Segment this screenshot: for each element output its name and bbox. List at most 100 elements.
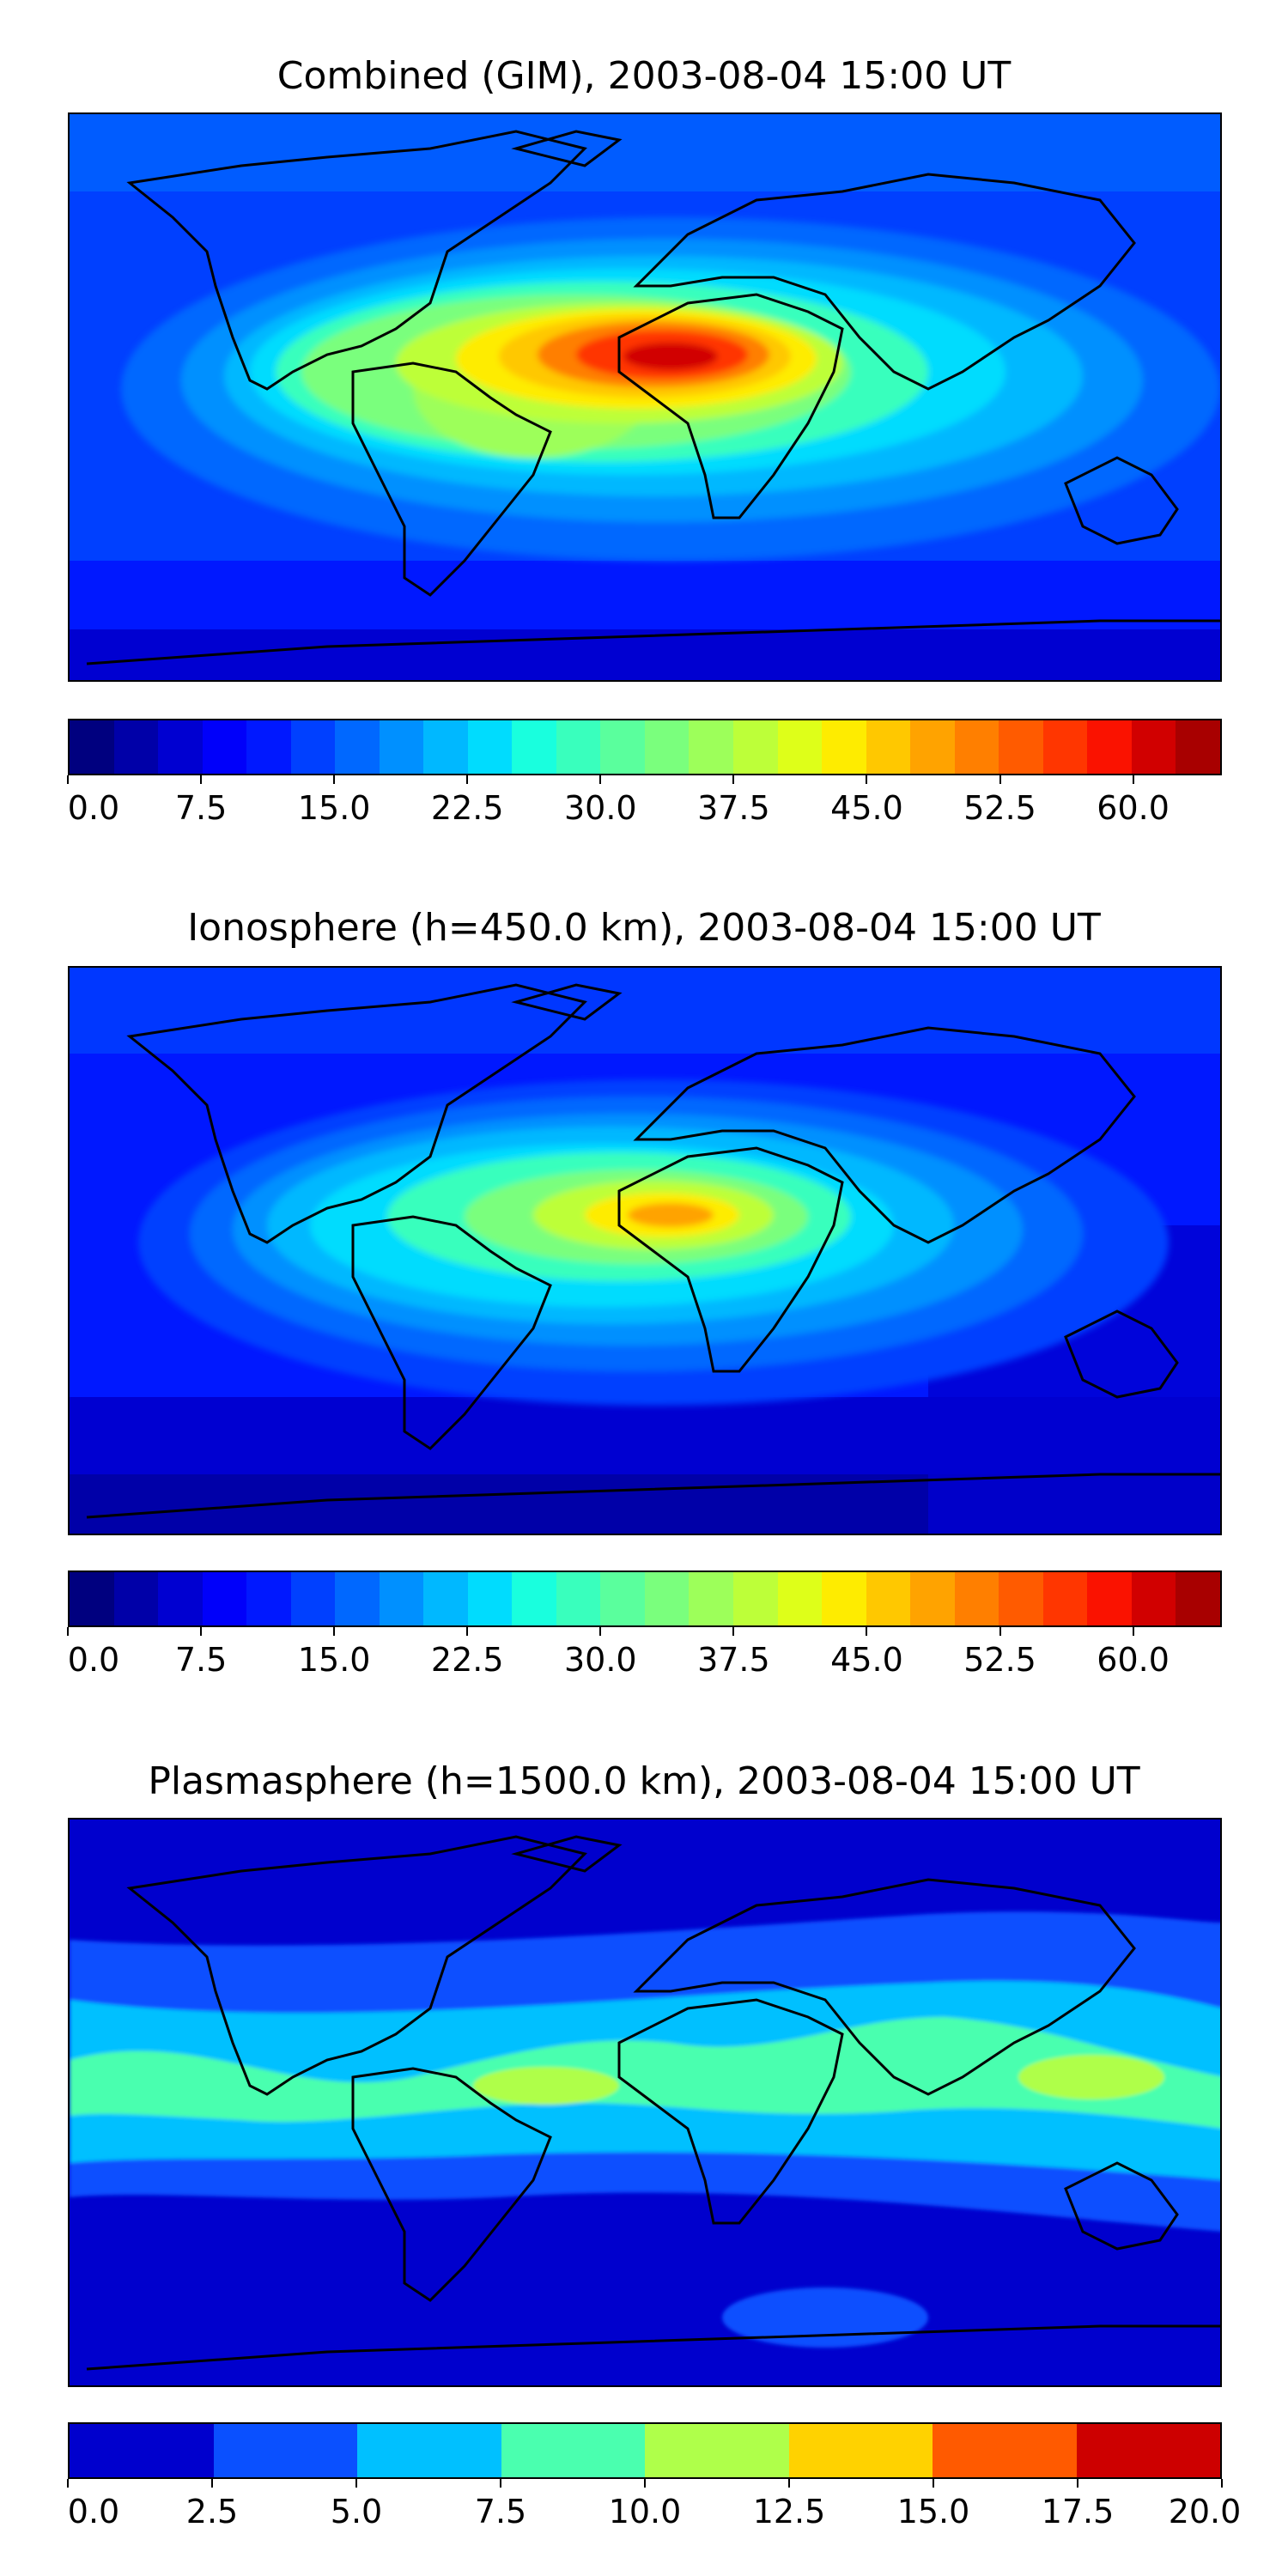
colorbar-tick-label: 30.0: [563, 789, 637, 827]
colorbar-swatch: [113, 1572, 159, 1625]
colorbar-swatch: [910, 720, 955, 774]
colorbar-tick-label: 17.5: [1041, 2493, 1115, 2530]
colorbar-swatch: [866, 720, 911, 774]
colorbar-tick-label: 5.0: [330, 2493, 383, 2530]
colorbar-tick: [866, 1627, 868, 1636]
colorbar-swatch: [556, 720, 601, 774]
map-plasmasphere: [68, 1818, 1222, 2387]
colorbar-swatch: [777, 1572, 823, 1625]
colorbar-swatch: [335, 720, 380, 774]
colorbar-swatch: [246, 720, 291, 774]
colorbar-swatch: [777, 720, 823, 774]
colorbar-tick: [466, 1627, 469, 1636]
colorbar-swatch: [689, 1572, 733, 1625]
colorbar-swatch: [732, 1572, 778, 1625]
colorbar-tick: [866, 775, 868, 784]
tec-map-combined: [70, 114, 1220, 680]
colorbar-ionosphere: [68, 1571, 1222, 1627]
colorbar-swatch: [70, 1572, 114, 1625]
colorbar-combined: [68, 719, 1222, 775]
colorbar-swatch: [645, 2424, 789, 2477]
colorbar-tick: [200, 1627, 203, 1636]
colorbar-swatch: [467, 720, 513, 774]
colorbar-swatch: [954, 720, 999, 774]
colorbar-tick: [355, 2479, 357, 2488]
colorbar-tick: [1132, 1627, 1134, 1636]
colorbar-tick-label: 60.0: [1097, 1641, 1170, 1679]
colorbar-tick-label: 0.0: [67, 2493, 120, 2530]
colorbar-ticks-plasmasphere: 0.0 2.5 5.0 7.5 10.0 12.5 15.0 17.5 20.0: [67, 2479, 1241, 2530]
colorbar-swatch: [600, 720, 645, 774]
colorbar-swatch: [954, 1572, 999, 1625]
map-combined: [68, 112, 1222, 682]
colorbar-swatch: [644, 1572, 690, 1625]
colorbar-tick: [466, 775, 469, 784]
colorbar-swatch: [70, 2424, 214, 2477]
colorbar-tick-label: 52.5: [963, 1641, 1036, 1679]
colorbar-tick: [999, 775, 1001, 784]
colorbar-swatch: [379, 1572, 424, 1625]
colorbar-swatch: [202, 720, 247, 774]
panel-title-plasmasphere: Plasmasphere (h=1500.0 km), 2003-08-04 1…: [148, 1759, 1140, 1803]
colorbar-swatch: [788, 2424, 933, 2477]
colorbar-swatch: [933, 2424, 1077, 2477]
colorbar-swatch: [423, 720, 468, 774]
colorbar-swatch: [556, 1572, 601, 1625]
colorbar-swatch: [335, 1572, 380, 1625]
colorbar-swatch: [158, 1572, 203, 1625]
colorbar-swatch: [910, 1572, 955, 1625]
colorbar-tick-label: 30.0: [563, 1641, 637, 1679]
colorbar-swatch: [512, 720, 556, 774]
colorbar-swatch: [512, 1572, 556, 1625]
colorbar-swatch: [1131, 720, 1176, 774]
colorbar-swatch: [1042, 1572, 1088, 1625]
colorbar-tick-label: 7.5: [174, 789, 228, 827]
colorbar-tick: [732, 775, 735, 784]
colorbar-tick: [732, 1627, 735, 1636]
colorbar-swatch: [158, 720, 203, 774]
colorbar-swatch: [866, 1572, 911, 1625]
colorbar-swatch: [467, 1572, 513, 1625]
colorbar-swatch: [70, 720, 114, 774]
colorbar-tick: [999, 1627, 1001, 1636]
colorbar-tick-label: 15.0: [896, 2493, 970, 2530]
colorbar-swatch: [689, 720, 733, 774]
tec-map-plasmasphere: [70, 1820, 1220, 2385]
colorbar-swatch: [501, 2424, 645, 2477]
colorbar-tick: [67, 1627, 69, 1636]
panel-title-combined: Combined (GIM), 2003-08-04 15:00 UT: [276, 54, 1012, 98]
colorbar-tick-label: 0.0: [67, 1641, 120, 1679]
map-ionosphere: [68, 966, 1222, 1535]
colorbar-swatch: [423, 1572, 468, 1625]
colorbar-ticks-combined: 0.0 7.5 15.0 22.5 30.0 37.5 45.0 52.5 60.0: [67, 775, 1222, 827]
colorbar-tick-label: 52.5: [963, 789, 1036, 827]
colorbar-tick: [1132, 775, 1134, 784]
colorbar-tick-label: 22.5: [430, 1641, 504, 1679]
colorbar-tick: [67, 2479, 69, 2488]
colorbar-tick-label: 7.5: [174, 1641, 228, 1679]
colorbar-tick: [333, 1627, 336, 1636]
colorbar-tick: [599, 775, 602, 784]
colorbar-swatch: [822, 720, 866, 774]
colorbar-swatch: [644, 720, 690, 774]
colorbar-swatch: [246, 1572, 291, 1625]
colorbar-tick: [200, 775, 203, 784]
colorbar-tick: [333, 775, 336, 784]
colorbar-swatch: [290, 1572, 336, 1625]
tec-map-ionosphere: [70, 968, 1220, 1534]
colorbar-tick-label: 0.0: [67, 789, 120, 827]
colorbar-tick-label: 37.5: [697, 1641, 770, 1679]
colorbar-swatch: [999, 1572, 1043, 1625]
colorbar-swatch: [1042, 720, 1088, 774]
colorbar-swatch: [1087, 720, 1132, 774]
colorbar-tick: [1221, 2479, 1223, 2488]
colorbar-swatch: [732, 720, 778, 774]
colorbar-tick: [67, 775, 69, 784]
colorbar-swatch: [1176, 1572, 1220, 1625]
colorbar-swatch: [600, 1572, 645, 1625]
colorbar-swatch: [1076, 2424, 1220, 2477]
colorbar-tick: [788, 2479, 790, 2488]
colorbar-tick-label: 22.5: [430, 789, 504, 827]
colorbar-tick-label: 45.0: [830, 1641, 903, 1679]
colorbar-tick: [500, 2479, 501, 2488]
